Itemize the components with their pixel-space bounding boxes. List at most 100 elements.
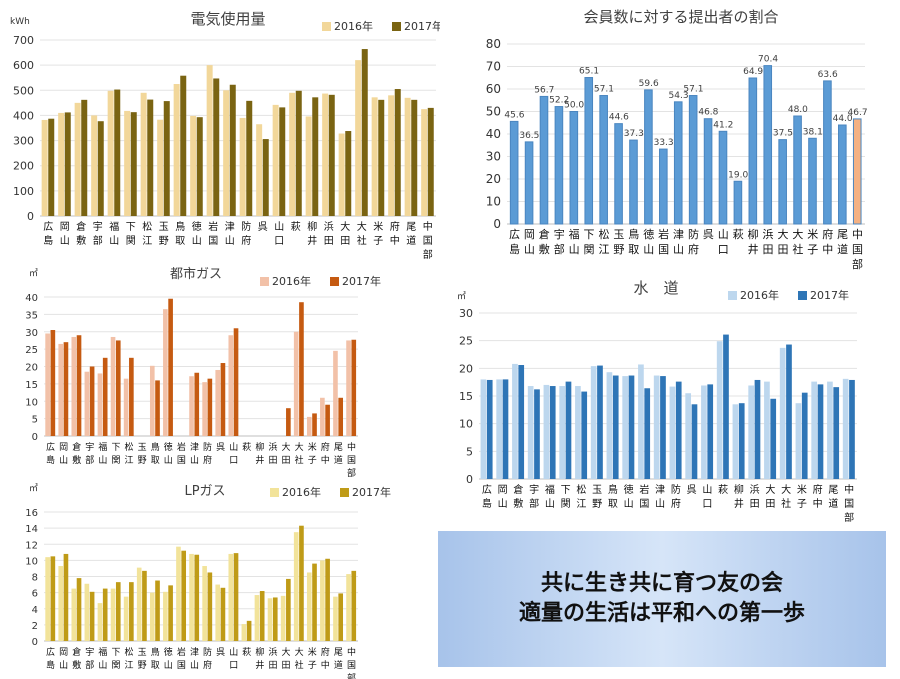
bar: [76, 335, 82, 436]
category-label: 岩国: [177, 441, 186, 466]
bar: [213, 78, 220, 217]
category-label: 津山: [673, 228, 684, 256]
category-label: 防府: [241, 220, 251, 247]
category-label: 津山: [225, 221, 235, 247]
bar: [233, 553, 239, 641]
bar: [328, 94, 335, 216]
bar: [239, 117, 246, 216]
bar: [733, 180, 743, 225]
bar: [778, 139, 787, 225]
y-tick-label: 35: [25, 310, 38, 321]
bar: [84, 371, 90, 436]
category-label: 柳井: [748, 227, 759, 256]
category-label: 山口: [274, 221, 284, 247]
bar: [581, 391, 588, 479]
bar: [833, 387, 840, 479]
y-tick-label: 20: [459, 362, 473, 375]
bar: [207, 572, 213, 641]
category-label: 萩: [733, 228, 744, 241]
category-label: 柳井: [255, 441, 264, 466]
category-label: 徳山: [624, 483, 634, 510]
category-label: 大田: [777, 227, 788, 256]
y-tick-label: 5: [32, 415, 38, 426]
y-tick-label: 16: [25, 508, 38, 519]
bar: [427, 107, 434, 216]
bar: [58, 112, 65, 216]
category-label: 岩国: [658, 227, 669, 256]
legend-label: 2016年: [334, 19, 373, 33]
bar: [612, 375, 619, 479]
y-tick-label: 0: [466, 473, 473, 486]
y-tick-label: 300: [13, 135, 34, 148]
bar: [673, 101, 683, 225]
category-label: 宇部: [554, 228, 565, 256]
y-tick-label: 10: [459, 418, 473, 431]
bar: [748, 385, 755, 479]
gas-chart: 0 5 10 15 20 25 30 35 40 都市ガス ㎥ 2016年 2017年 広島 岡山 倉敷 宇部福…: [0, 262, 440, 477]
data-label: 57.1: [594, 85, 614, 95]
bar: [289, 92, 296, 216]
bar: [229, 84, 236, 216]
bar: [74, 102, 81, 216]
bar: [293, 331, 299, 436]
bar: [394, 89, 401, 216]
category-label: 玉野: [138, 442, 147, 466]
bar: [842, 378, 849, 479]
bar: [614, 123, 623, 225]
bar: [163, 309, 168, 436]
legend-swatch: [798, 291, 807, 300]
bar: [795, 403, 802, 479]
y-tick-label: 0: [32, 432, 38, 443]
bar: [262, 139, 269, 216]
bar: [808, 137, 817, 225]
bar: [207, 378, 213, 436]
bar: [312, 563, 317, 641]
bar: [496, 379, 503, 479]
bar: [246, 620, 252, 641]
bar: [404, 97, 411, 216]
bar: [130, 112, 137, 216]
bar: [524, 141, 534, 225]
bar: [176, 546, 181, 641]
y-tick-label: 10: [486, 195, 501, 209]
bar: [102, 588, 108, 641]
y-tick-label: 70: [486, 60, 501, 74]
bar: [486, 379, 493, 479]
bar: [163, 591, 168, 641]
category-label: 津山: [190, 442, 199, 466]
bar: [129, 357, 134, 436]
category-label: 福山: [569, 227, 580, 256]
data-label: 50.0: [564, 101, 584, 111]
bar: [215, 369, 221, 436]
category-label: 徳山: [643, 228, 654, 256]
bar: [628, 375, 635, 479]
category-label: 鳥取: [151, 646, 160, 671]
bar: [688, 95, 698, 225]
bar: [299, 302, 304, 436]
bar: [518, 365, 525, 479]
legend-label: 2017年: [404, 19, 440, 33]
bar: [338, 593, 344, 641]
bar: [849, 379, 855, 479]
category-label: 呉: [703, 228, 714, 241]
category-label: 岩国: [639, 483, 649, 510]
bar: [272, 597, 278, 641]
y-tick-label: 500: [13, 84, 34, 97]
bar: [202, 382, 207, 436]
bar: [817, 384, 824, 479]
category-label: 米子: [308, 441, 317, 466]
bar: [123, 596, 129, 641]
bar: [575, 386, 581, 479]
y-tick-label: 40: [25, 293, 38, 304]
bar: [142, 570, 147, 641]
bar: [194, 554, 200, 641]
category-label: 松江: [125, 646, 134, 671]
bar: [338, 133, 345, 216]
legend-label: 2016年: [272, 274, 311, 288]
bar: [718, 130, 728, 225]
bar: [220, 363, 226, 436]
bar: [312, 413, 317, 436]
data-label: 48.0: [788, 105, 808, 115]
bar: [653, 375, 660, 479]
data-label: 37.3: [624, 129, 644, 139]
